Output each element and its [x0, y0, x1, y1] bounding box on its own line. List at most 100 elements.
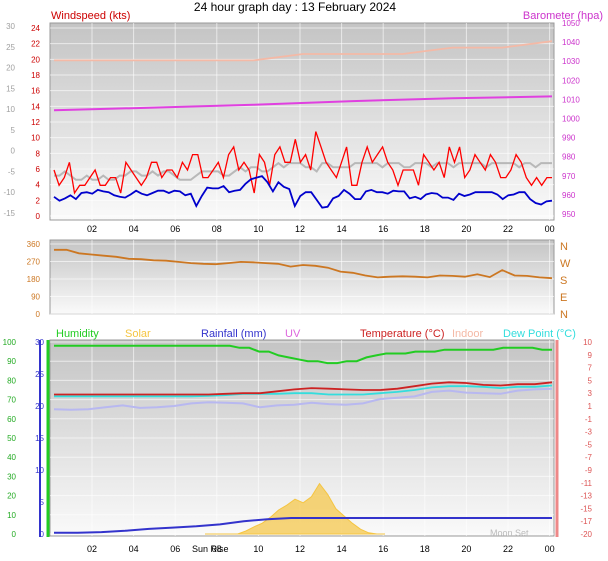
- windspeed-tick: 16: [31, 87, 40, 96]
- rainfall-tick: 0: [40, 530, 45, 539]
- windspeed-tick: 4: [36, 181, 41, 190]
- humidity-tick: 20: [7, 492, 16, 501]
- barometer-tick: 950: [562, 210, 576, 219]
- rainfall-tick: 20: [35, 402, 44, 411]
- x-tick-label: 06: [170, 544, 180, 554]
- humidity-series: [54, 344, 552, 365]
- wind-average-series: [53, 175, 553, 209]
- wind-direction-series: [54, 248, 553, 280]
- compass-tick: N: [560, 241, 568, 253]
- x-tick-label: 20: [461, 224, 471, 234]
- x-tick-label: 12: [295, 224, 305, 234]
- temperature-tick: 9: [588, 351, 593, 360]
- barometer-tick: 990: [562, 134, 576, 143]
- direction-tick: 90: [31, 293, 40, 302]
- humidity-tick: 50: [7, 434, 16, 443]
- rainfall-tick: 15: [35, 434, 44, 443]
- grey-axis-tick: 30: [6, 22, 15, 31]
- compass-tick: N: [560, 309, 568, 321]
- legend-item: Temperature (°C): [360, 328, 444, 340]
- temperature-tick: 7: [588, 364, 593, 373]
- moon-set-annotation: Moon Set: [490, 528, 529, 538]
- direction-tick: 180: [27, 275, 41, 284]
- wind-gust-series: [53, 131, 552, 195]
- windspeed-tick: 10: [31, 134, 40, 143]
- compass-tick: E: [560, 292, 567, 304]
- barometer-tick: 960: [562, 191, 576, 200]
- barometer-tick: 1010: [562, 95, 580, 104]
- humidity-tick: 70: [7, 396, 16, 405]
- rainfall-series: [54, 517, 552, 534]
- direction-panel-bg: [49, 239, 555, 315]
- temperature-tick: -7: [585, 453, 593, 462]
- x-tick-label: 16: [378, 544, 388, 554]
- x-tick-label: 14: [337, 544, 347, 554]
- windspeed-tick: 2: [36, 196, 41, 205]
- windspeed-tick: 8: [36, 149, 41, 158]
- direction-tick: 0: [36, 310, 41, 319]
- barometer-tick: 1020: [562, 76, 580, 85]
- x-tick-label: 08: [212, 224, 222, 234]
- temperature-tick: 10: [583, 338, 592, 347]
- temperature-tick: -9: [585, 466, 593, 475]
- barometer-tick: 1050: [562, 19, 580, 28]
- legend-item: Indoor: [452, 328, 484, 340]
- grey-axis-tick: 20: [6, 64, 15, 73]
- x-tick-label: 14: [337, 224, 347, 234]
- humidity-tick: 10: [7, 511, 16, 520]
- barometer-tick: 1000: [562, 115, 580, 124]
- windspeed-tick: 14: [31, 102, 40, 111]
- x-tick-label: 00: [545, 224, 555, 234]
- grey-axis-tick: -10: [3, 188, 15, 197]
- humidity-tick: 100: [3, 338, 17, 347]
- windspeed-tick: 6: [36, 165, 41, 174]
- x-tick-label: 06: [170, 224, 180, 234]
- wind-grey-series: [54, 161, 552, 181]
- grey-axis-tick: -15: [3, 209, 15, 218]
- temperature-tick: 3: [588, 389, 593, 398]
- grey-axis-tick: 10: [6, 105, 15, 114]
- windspeed-tick: 24: [31, 24, 40, 33]
- legend-item: Humidity: [56, 328, 99, 340]
- x-tick-label: 00: [545, 544, 555, 554]
- legend-item: Solar: [125, 328, 151, 340]
- windspeed-tick: 0: [36, 212, 41, 221]
- humidity-tick: 30: [7, 472, 16, 481]
- solar-series: [205, 482, 385, 535]
- humidity-tick: 0: [12, 530, 17, 539]
- barometer-tick: 1040: [562, 38, 580, 47]
- temperature-tick: -5: [585, 440, 593, 449]
- legend-item: Rainfall (mm): [201, 328, 266, 340]
- x-tick-label: 22: [503, 544, 513, 554]
- windspeed-tick: 12: [31, 118, 40, 127]
- apparent-series: [53, 387, 553, 411]
- temperature-tick: -11: [581, 479, 593, 488]
- rainfall-tick: 25: [35, 370, 44, 379]
- windspeed-axis-label: Windspeed (kts): [51, 10, 130, 22]
- windspeed-tick: 18: [31, 71, 40, 80]
- x-tick-label: 20: [461, 544, 471, 554]
- barometer-tick: 1030: [562, 57, 580, 66]
- humidity-tick: 40: [7, 453, 16, 462]
- temperature-tick: -1: [585, 415, 593, 424]
- grey-axis-tick: -5: [8, 167, 16, 176]
- indoor-series: [54, 40, 553, 62]
- x-tick-label: 02: [87, 224, 97, 234]
- x-tick-label: 22: [503, 224, 513, 234]
- temperature-series: [54, 381, 553, 396]
- barometer-axis-label: Barometer (hpa): [523, 10, 603, 22]
- grey-axis-tick: 0: [11, 147, 16, 156]
- rainfall-tick: 5: [40, 498, 45, 507]
- windspeed-tick: 22: [31, 40, 40, 49]
- compass-tick: W: [560, 258, 571, 270]
- direction-tick: 270: [27, 258, 41, 267]
- legend-item: UV: [285, 328, 301, 340]
- sun-rise-annotation: Sun Rise: [192, 544, 229, 554]
- barometer-series: [53, 95, 553, 112]
- x-tick-label: 18: [420, 224, 430, 234]
- temperature-tick: 5: [588, 376, 593, 385]
- temperature-tick: -15: [580, 504, 592, 513]
- windspeed-tick: 20: [31, 55, 40, 64]
- grey-axis-tick: 25: [6, 43, 15, 52]
